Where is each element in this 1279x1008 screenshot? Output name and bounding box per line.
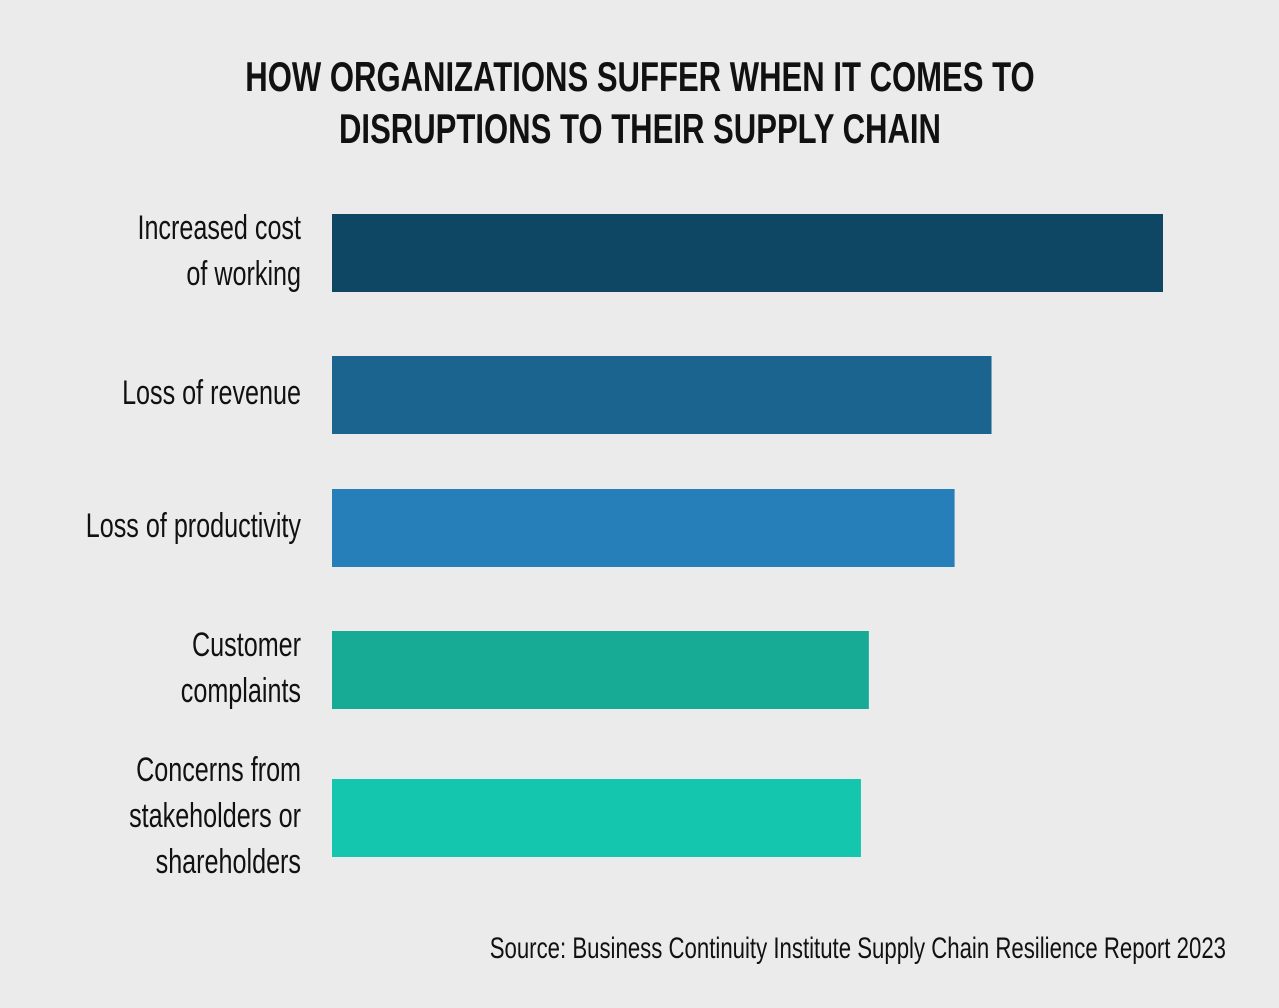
chart-title: DISRUPTIONS TO THEIR SUPPLY CHAIN: [339, 106, 941, 153]
category-label: Loss of revenue: [122, 374, 301, 412]
source: Source: Business Continuity Institute Su…: [490, 931, 1226, 965]
bar: [332, 356, 992, 434]
category-label: stakeholders or: [129, 797, 301, 835]
category-label: Customer: [192, 626, 301, 664]
category-label: complaints: [181, 672, 301, 710]
chart-title: HOW ORGANIZATIONS SUFFER WHEN IT COMES T…: [245, 54, 1034, 101]
bar: [332, 489, 955, 567]
category-label: of working: [186, 255, 301, 293]
category-label: Increased cost: [137, 209, 301, 247]
category-label: shareholders: [156, 843, 301, 881]
bar: [332, 214, 1163, 292]
bar: [332, 631, 869, 709]
bar: [332, 779, 861, 857]
category-label: Concerns from: [136, 751, 301, 789]
category-label: Loss of productivity: [86, 507, 301, 545]
